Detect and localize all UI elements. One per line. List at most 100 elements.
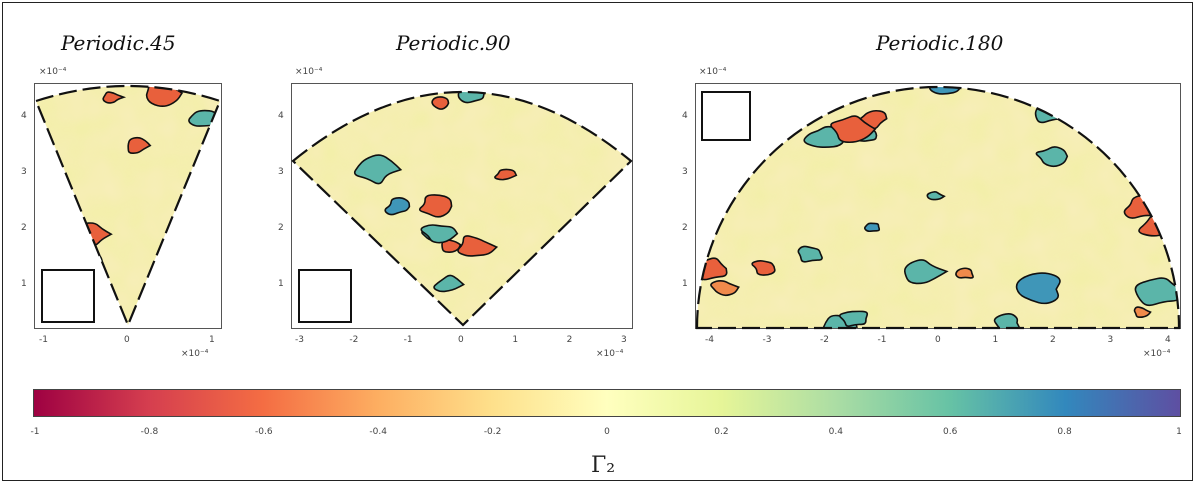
field-texture — [697, 87, 1179, 328]
colorbar-label: Γ₂ — [591, 453, 616, 478]
colorbar-tick-label: 1 — [1176, 427, 1182, 437]
x-tick-label: -1 — [403, 335, 413, 345]
x-tick-label: -1 — [39, 335, 48, 345]
colorbar-tick-label: 0 — [604, 427, 610, 437]
colorbar-tick-label: -0.2 — [483, 427, 502, 437]
y-tick-label: 2 — [21, 223, 27, 233]
contour-patch — [575, 228, 627, 255]
sector-edge — [34, 84, 222, 328]
contour-patch — [797, 245, 823, 263]
contour-patch — [1035, 146, 1069, 168]
contour-patch — [993, 313, 1020, 328]
panel-90-x-exponent: ×10⁻⁴ — [596, 349, 624, 359]
contour-patch — [102, 91, 127, 104]
contour-patch — [1015, 272, 1061, 305]
contour-patch — [36, 241, 70, 261]
y-tick-label: 3 — [682, 167, 688, 177]
panel-180-x-exponent: ×10⁻⁴ — [1143, 349, 1171, 359]
x-tick-label: 3 — [621, 335, 627, 345]
contour-patch — [431, 96, 450, 110]
contour-patch — [433, 274, 465, 293]
contour-patch — [838, 310, 869, 327]
y-tick-label: 1 — [21, 279, 27, 289]
x-tick-label: -2 — [820, 335, 829, 345]
colorbar-tick-label: 0.6 — [943, 427, 958, 437]
contour-patch — [1141, 122, 1175, 145]
contour-patch — [457, 92, 485, 104]
panel-180-y-exponent: ×10⁻⁴ — [699, 67, 727, 77]
contour-patch — [578, 108, 611, 129]
contour-patch — [751, 260, 776, 276]
colorbar-tick-label: 0.8 — [1057, 427, 1072, 437]
panel-45-x-exponent: ×10⁻⁴ — [181, 349, 209, 359]
panel-45-y-exponent: ×10⁻⁴ — [39, 67, 67, 77]
panel-title-45: Periodic.45 — [61, 31, 176, 55]
y-tick-label: 4 — [278, 111, 284, 121]
contour-patch — [710, 279, 740, 297]
contour-patch — [926, 191, 946, 201]
y-tick-label: 2 — [682, 223, 688, 233]
colorbar-tick-label: 0.4 — [828, 427, 843, 437]
x-tick-label: 0 — [124, 335, 130, 345]
colorbar-tick-label: -0.4 — [369, 427, 387, 437]
x-tick-label: 0 — [458, 335, 464, 345]
contour-patch — [955, 267, 974, 279]
contour-patch — [384, 197, 411, 216]
contour-patch — [457, 235, 499, 257]
contour-patch — [593, 92, 626, 100]
contour-patch — [863, 222, 881, 233]
contour-patch — [1124, 93, 1157, 113]
contour-patch — [1133, 306, 1152, 319]
contour-patch — [601, 247, 631, 272]
sector-edge — [291, 91, 633, 327]
contour-patch — [51, 208, 71, 221]
x-tick-label: 1 — [512, 335, 519, 345]
panel-180-inset — [701, 91, 751, 141]
contour-patch — [784, 100, 809, 117]
y-tick-label: 1 — [278, 279, 284, 289]
contour-patch — [418, 194, 453, 218]
panel-90-inset — [298, 269, 352, 323]
contour-patch — [420, 224, 459, 244]
contour-patch — [494, 168, 518, 181]
x-tick-label: 3 — [1107, 335, 1114, 345]
contour-patch — [353, 154, 403, 185]
contour-patch — [596, 298, 623, 312]
colorbar-tick-label: -0.6 — [255, 427, 273, 437]
contour-patch — [1142, 105, 1174, 127]
contour-patch — [928, 87, 963, 95]
x-tick-label: -3 — [295, 335, 304, 345]
contour-patch — [293, 246, 329, 269]
contour-patch — [373, 254, 391, 264]
sector-edge — [695, 85, 1181, 330]
contour-patch — [441, 238, 462, 253]
x-tick-label: -2 — [349, 335, 359, 345]
x-tick-label: -3 — [762, 335, 772, 345]
panel-title-90: Periodic.90 — [396, 31, 511, 55]
y-tick-label: 1 — [682, 279, 688, 289]
colorbar-tick-label: -1 — [30, 427, 40, 437]
colorbar — [33, 389, 1181, 417]
y-tick-label: 2 — [278, 223, 284, 233]
colorbar-gradient — [34, 390, 1180, 416]
contour-patch — [127, 136, 152, 155]
contour-patch — [171, 317, 193, 325]
x-tick-label: 2 — [566, 335, 573, 345]
x-tick-label: -4 — [705, 335, 714, 345]
x-tick-label: 4 — [1165, 335, 1171, 345]
y-tick-label: 4 — [682, 111, 688, 121]
contour-patch — [830, 115, 877, 144]
x-tick-label: 0 — [935, 335, 941, 345]
x-tick-label: 1 — [992, 335, 999, 345]
contour-plots — [34, 84, 1181, 330]
contour-patch — [903, 259, 949, 285]
contour-patch — [1034, 100, 1073, 124]
panel-45-inset — [41, 269, 95, 323]
panel-180-sector — [695, 85, 1181, 330]
colorbar-tick-label: -0.8 — [140, 427, 159, 437]
y-tick-label: 3 — [21, 167, 27, 177]
panel-90-y-exponent: ×10⁻⁴ — [295, 67, 323, 77]
panel-title-180: Periodic.180 — [876, 31, 1004, 55]
y-tick-label: 4 — [21, 111, 27, 121]
